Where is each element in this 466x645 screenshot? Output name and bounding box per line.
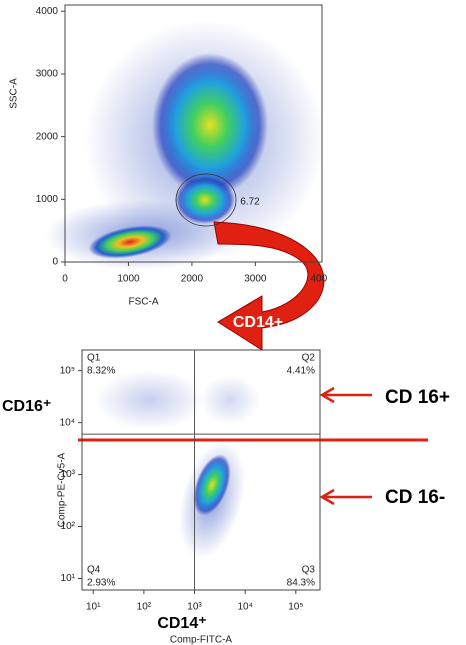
y-tick-label: 0 [52, 257, 58, 268]
density-top [45, 20, 325, 270]
cd16-neg-label: CD 16- [385, 487, 445, 508]
y-tick-label: 10² [61, 521, 76, 532]
y-axis-label: Comp-PE-Cy5-A [57, 452, 68, 527]
pointer-arrow [319, 386, 372, 506]
x-tick-label: 10² [137, 602, 152, 613]
quadrant-name: Q3 [302, 565, 316, 576]
y-tick-label: 10⁴ [60, 417, 75, 428]
y-tick-label: 3000 [36, 69, 59, 80]
gate-label: 6.72 [240, 197, 260, 208]
cd16-left-label: CD16⁺ [2, 398, 51, 415]
arrow-label: CD14+ [233, 314, 283, 331]
x-tick-label: 10⁴ [237, 602, 252, 613]
x-tick-label: 10³ [187, 602, 202, 613]
cd16-pos-label: CD 16+ [385, 387, 450, 408]
y-tick-label: 1000 [36, 194, 59, 205]
x-tick-label: 0 [62, 274, 68, 285]
y-tick-label: 2000 [36, 131, 59, 142]
plot-frame [81, 349, 321, 591]
cd14-label: CD14⁺ [157, 615, 206, 632]
quadrant-name: Q2 [302, 353, 316, 364]
quadrant-percent: 2.93% [87, 578, 115, 589]
plot-frame [64, 4, 323, 263]
quadrant-percent: 8.32% [87, 366, 115, 377]
x-tick-label: 3000 [244, 274, 267, 285]
y-tick-label: 10³ [61, 469, 76, 480]
x-tick-label: 1000 [117, 274, 140, 285]
y-axis-label: SSC-A [9, 78, 20, 109]
x-tick-label: 10⁵ [288, 602, 303, 613]
x-axis-label: FSC-A [129, 297, 159, 308]
quadrant-percent: 4.41% [287, 366, 315, 377]
x-tick-label: 2000 [181, 274, 204, 285]
quadrant-percent: 84.3% [287, 578, 315, 589]
x-tick-label: 10¹ [86, 602, 101, 613]
x-tick-label: 400 [310, 274, 327, 285]
x-axis-label: Comp-FITC-A [170, 635, 233, 645]
y-tick-label: 10¹ [61, 573, 76, 584]
gate [175, 173, 237, 227]
quadrant-name: Q4 [87, 565, 101, 576]
y-tick-label: 10⁵ [60, 365, 75, 376]
density-bottom [95, 370, 260, 559]
quadrant-name: Q1 [87, 353, 101, 364]
y-tick-label: 4000 [36, 6, 59, 17]
